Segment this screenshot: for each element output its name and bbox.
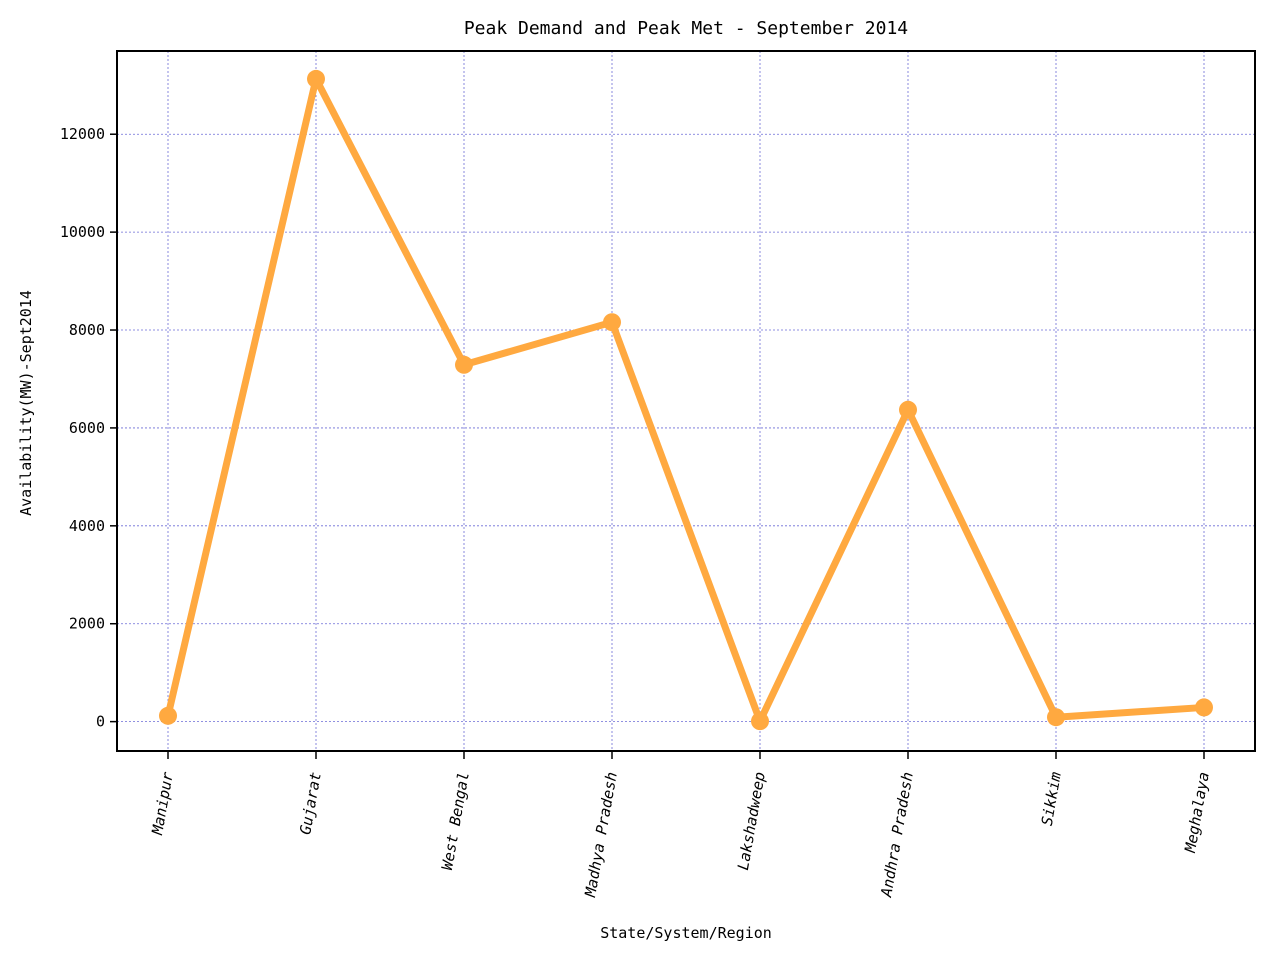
y-tick-label: 8000 [69, 321, 105, 339]
data-point [603, 313, 621, 332]
y-axis-ticks: 0 2000 4000 6000 8000 10000 12000 [60, 125, 117, 731]
y-tick-label: 10000 [60, 223, 105, 241]
y-axis-label: Availability(MW)-Sept2014 [17, 290, 35, 516]
data-point [751, 712, 769, 731]
data-point [899, 400, 917, 419]
data-point [1195, 698, 1213, 717]
plot-frame [116, 50, 1256, 752]
data-point [159, 706, 177, 725]
data-point [307, 69, 325, 88]
y-tick-label: 0 [96, 713, 105, 731]
data-point [455, 355, 473, 374]
x-axis-label: State/System/Region [600, 924, 772, 942]
y-tick-label: 6000 [69, 419, 105, 437]
series-line [164, 75, 1205, 725]
y-tick-label: 12000 [60, 125, 105, 143]
y-tick-label: 4000 [69, 517, 105, 535]
series-layer [159, 69, 1213, 731]
y-tick-label: 2000 [69, 615, 105, 633]
grid-lines [117, 51, 1255, 751]
data-point [1047, 708, 1065, 727]
chart-title: Peak Demand and Peak Met - September 201… [464, 18, 908, 39]
